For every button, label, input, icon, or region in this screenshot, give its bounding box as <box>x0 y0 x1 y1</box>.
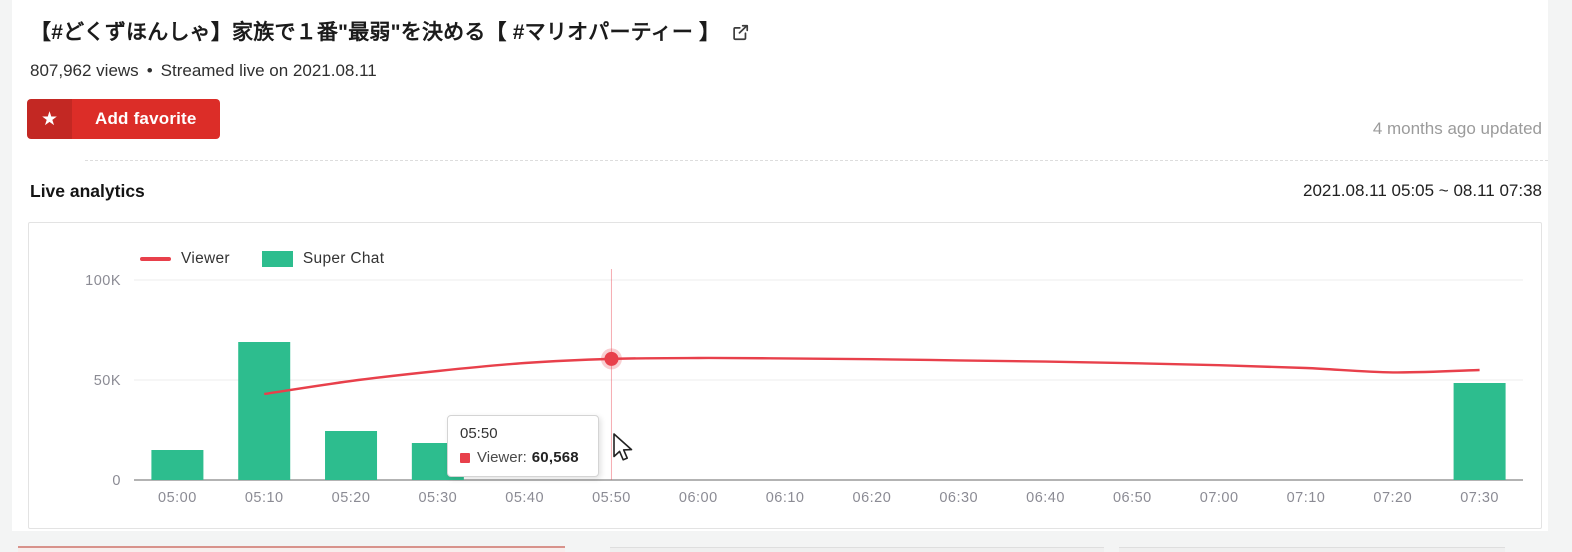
chart-legend: Viewer Super Chat <box>140 250 384 268</box>
star-icon: ★ <box>27 99 72 139</box>
superchat-bar <box>1453 383 1506 480</box>
superchat-bar <box>151 450 204 480</box>
external-link-icon[interactable] <box>732 24 749 41</box>
y-axis-label: 100K <box>85 273 121 289</box>
mouse-cursor-icon <box>612 433 634 468</box>
legend-item-super-chat[interactable]: Super Chat <box>261 250 385 268</box>
x-axis-label: 05:20 <box>332 490 371 506</box>
tooltip-series-marker-icon <box>460 452 470 463</box>
streamed-date: Streamed live on 2021.08.11 <box>160 61 377 80</box>
x-axis-label: 06:50 <box>1113 490 1152 506</box>
content-panel: 【#どくずほんしゃ】家族で１番"最弱"を決める【 #マリオパーティー 】 807… <box>12 0 1548 531</box>
x-axis-label: 07:10 <box>1287 490 1326 506</box>
tooltip-value: 60,568 <box>531 449 579 466</box>
x-axis-label: 06:30 <box>939 490 978 506</box>
analytics-date-range: 2021.08.11 05:05 ~ 08.11 07:38 <box>1302 181 1542 200</box>
x-axis-label: 06:20 <box>853 490 892 506</box>
chart-tooltip: 05:50 Viewer: 60,568 <box>447 415 599 477</box>
section-title: Live analytics <box>30 181 145 201</box>
tooltip-time: 05:50 <box>460 425 498 442</box>
x-axis-label: 05:10 <box>245 490 284 506</box>
analytics-chart[interactable]: 0 50K 100K 05:00 05:10 05:20 05:30 05:40 05:50 06… <box>29 223 1543 529</box>
legend-item-viewer[interactable]: Viewer <box>140 250 230 268</box>
viewer-line <box>264 356 1480 396</box>
live-analytics-chart-card: 0 50K 100K 05:00 05:10 05:20 05:30 05:40 05:50 06… <box>28 222 1542 529</box>
add-favorite-button[interactable]: ★ Add favorite <box>27 99 220 139</box>
video-meta: 807,962 views • Streamed live on 2021.08… <box>30 61 377 81</box>
x-axis-label: 05:50 <box>592 490 631 506</box>
superchat-bar <box>325 431 378 480</box>
x-axis-label: 06:10 <box>766 490 805 506</box>
superchat-bar <box>238 342 291 480</box>
legend-label: Super Chat <box>302 250 385 267</box>
bottom-tab-stub-active[interactable] <box>18 546 565 552</box>
tooltip-series-label: Viewer: <box>477 449 527 466</box>
legend-line-swatch-icon <box>140 257 171 261</box>
legend-bar-swatch-icon <box>261 251 293 267</box>
updated-timestamp: 4 months ago updated <box>1372 119 1542 138</box>
x-axis-label: 05:30 <box>418 490 457 506</box>
bottom-tab-stub-2[interactable] <box>610 547 1104 552</box>
highlight-marker <box>604 351 619 366</box>
y-axis-label: 0 <box>112 473 121 489</box>
y-axis-label: 50K <box>94 373 121 389</box>
x-axis-label: 05:00 <box>158 490 197 506</box>
x-axis-label: 07:20 <box>1373 490 1412 506</box>
x-axis-label: 05:40 <box>505 490 544 506</box>
meta-separator: • <box>146 61 153 80</box>
add-favorite-label: Add favorite <box>72 99 220 139</box>
legend-label: Viewer <box>181 250 230 267</box>
dashed-divider <box>85 160 1548 161</box>
x-axis-label: 06:40 <box>1026 490 1065 506</box>
bottom-tab-stub-3[interactable] <box>1119 547 1505 552</box>
video-title-row: 【#どくずほんしゃ】家族で１番"最弱"を決める【 #マリオパーティー 】 <box>30 16 749 46</box>
x-axis-label: 07:30 <box>1460 490 1499 506</box>
x-axis-label: 06:00 <box>679 490 718 506</box>
x-axis-label: 07:00 <box>1200 490 1239 506</box>
page-title: 【#どくずほんしゃ】家族で１番"最弱"を決める【 #マリオパーティー 】 <box>30 21 721 44</box>
views-count: 807,962 views <box>30 61 139 80</box>
